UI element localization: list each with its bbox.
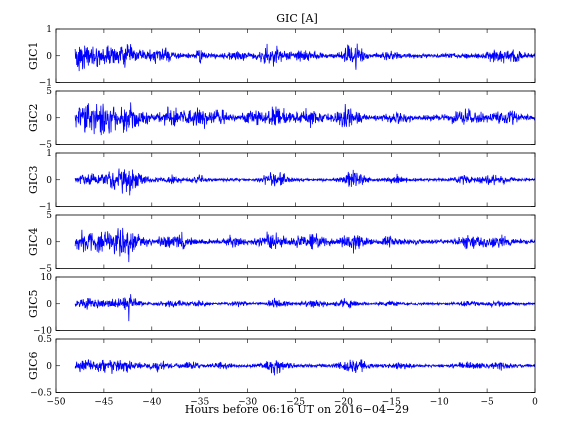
x-tick-label: −45	[94, 398, 113, 408]
x-tick-label: 0	[532, 398, 538, 408]
y-tick-label: −1	[39, 79, 52, 89]
x-tick-label: −5	[480, 398, 494, 408]
series-line-gic4	[74, 227, 535, 263]
y-tick-label: 0	[46, 300, 52, 310]
y-tick-label: 0.5	[38, 335, 53, 345]
x-axis-label: Hours before 06:16 UT on 2016−04−29	[185, 403, 409, 416]
panel-gic1: −1 0 1 GIC1	[27, 25, 536, 89]
x-tick-label: −15	[382, 398, 401, 408]
series-line-gic1	[74, 43, 535, 72]
series-line-gic5	[74, 294, 535, 322]
y-axis-label-gic3: GIC3	[27, 165, 40, 194]
y-axis-label-gic1: GIC1	[27, 41, 40, 70]
y-tick-label: 0	[46, 238, 52, 248]
y-tick-label: −0.5	[30, 389, 52, 399]
series-line-gic2	[74, 102, 535, 136]
x-tick-label: −10	[430, 398, 449, 408]
y-tick-label: 1	[46, 149, 52, 159]
y-tick-label: 0	[46, 114, 52, 124]
x-tick-label: −30	[238, 398, 257, 408]
y-tick-label: −5	[39, 265, 53, 275]
y-tick-label: 0	[46, 52, 52, 62]
x-tick-label: −35	[190, 398, 209, 408]
y-tick-label: 1	[46, 25, 52, 35]
y-tick-label: −1	[39, 203, 52, 213]
panel-gic6: −0.5 0 0.5 GIC6	[27, 335, 536, 399]
x-tick-label: −40	[142, 398, 161, 408]
y-tick-label: 5	[46, 87, 52, 97]
x-tick-labels: −50 −45 −40 −35 −30 −25 −20 −15 −10 −5 0	[47, 398, 539, 408]
panel-gic3: −1 0 1 GIC3	[27, 149, 536, 213]
x-tick-label: −20	[334, 398, 353, 408]
chart-title: GIC [A]	[276, 12, 318, 25]
panel-gic2: −5 0 5 GIC2	[27, 87, 536, 151]
y-tick-label: 10	[41, 273, 53, 283]
series-line-gic6	[74, 359, 535, 376]
y-axis-label-gic2: GIC2	[27, 103, 40, 132]
panels-group: −101GIC1−505GIC2−101GIC3−505GIC4−10010GI…	[27, 25, 536, 399]
y-tick-label: 5	[46, 211, 52, 221]
y-axis-label-gic4: GIC4	[27, 227, 40, 256]
y-axis-label-gic5: GIC5	[27, 289, 40, 318]
y-axis-label-gic6: GIC6	[27, 351, 40, 380]
series-line-gic3	[74, 168, 535, 196]
y-tick-label: 0	[46, 362, 52, 372]
x-tick-label: −25	[286, 398, 305, 408]
y-tick-label: 0	[46, 176, 52, 186]
x-tick-label: −50	[47, 398, 66, 408]
y-tick-label: −10	[33, 327, 52, 337]
y-tick-label: −5	[39, 141, 53, 151]
panel-gic4: −5 0 5 GIC4	[27, 211, 536, 275]
